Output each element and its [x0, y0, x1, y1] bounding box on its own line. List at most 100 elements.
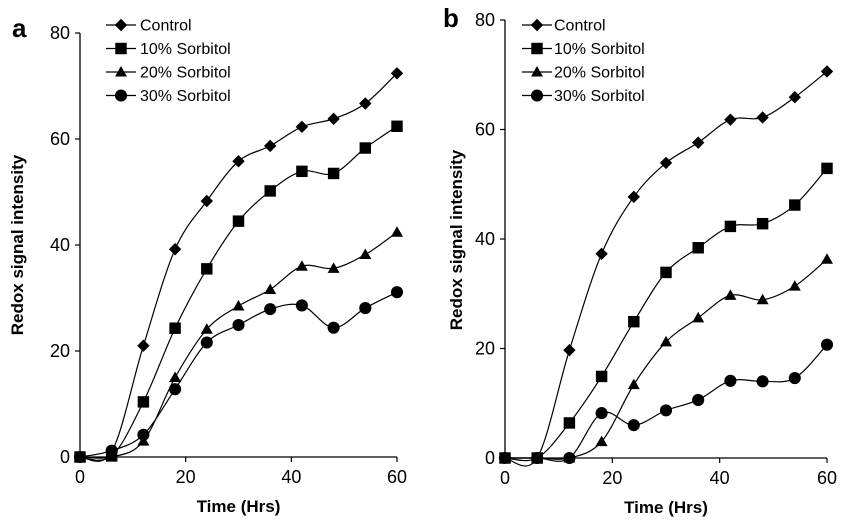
data-point-diamond — [168, 243, 182, 256]
data-point-triangle — [200, 323, 213, 334]
data-point-triangle — [327, 262, 340, 273]
data-point-circle — [232, 318, 245, 332]
data-point-circle — [595, 407, 608, 420]
data-point-square — [327, 167, 340, 180]
legend-entry: 10% Sorbitol — [522, 41, 645, 58]
legend-marker-diamond — [114, 18, 128, 32]
y-tick-label: 60 — [475, 120, 495, 140]
data-point-diamond — [264, 139, 277, 153]
data-point-diamond — [788, 90, 801, 104]
data-point-circle — [692, 393, 705, 407]
data-point-square — [137, 396, 150, 408]
data-point-triangle — [627, 378, 640, 390]
data-point-triangle — [359, 248, 372, 260]
panel-letter: a — [12, 13, 27, 43]
legend-label: Control — [140, 18, 192, 35]
series-line — [79, 231, 398, 459]
legend-label: 20% Sorbitol — [140, 65, 231, 82]
x-tick-label: 20 — [602, 468, 622, 488]
y-tick-label: 60 — [50, 129, 70, 149]
legend-label: 30% Sorbitol — [140, 88, 231, 105]
legend-label: 30% Sorbitol — [554, 88, 645, 105]
data-point-diamond — [390, 67, 404, 80]
data-point-diamond — [295, 120, 309, 134]
series-30-sorbitol — [498, 338, 834, 465]
data-point-square — [692, 242, 704, 254]
data-point-square — [391, 120, 403, 132]
data-point-diamond — [563, 343, 576, 357]
data-point-circle — [105, 444, 118, 457]
data-point-diamond — [359, 97, 372, 110]
x-tick-label: 40 — [710, 468, 730, 488]
data-point-square — [359, 142, 372, 154]
data-point-square — [724, 220, 737, 233]
y-tick-label: 0 — [485, 448, 495, 468]
legend-label: Control — [554, 18, 606, 35]
data-point-diamond — [232, 155, 245, 168]
data-point-diamond — [820, 65, 834, 78]
legend-entry: Control — [522, 18, 606, 35]
data-point-diamond — [724, 113, 737, 126]
series-line — [504, 71, 828, 467]
data-point-diamond — [756, 111, 769, 124]
data-point-diamond — [627, 190, 640, 204]
data-point-square — [563, 417, 576, 429]
x-axis-title: Time (Hrs) — [624, 498, 708, 517]
data-point-triangle — [595, 435, 608, 447]
data-point-circle — [359, 302, 372, 315]
chart-panel-a: a 0 20 40 60 80 0 20 40 60 Time (Hrs) Redox signal … — [8, 13, 407, 516]
data-point-circle — [327, 321, 340, 334]
x-tick-label: 60 — [817, 468, 837, 488]
chart-panel-b: b 0 20 40 60 80 0 20 40 60 Time (Hrs) Redox signal … — [443, 3, 837, 517]
data-point-triangle — [692, 311, 705, 323]
data-point-circle — [627, 419, 640, 432]
y-tick-label: 80 — [475, 10, 495, 30]
legend-marker-circle — [114, 89, 128, 102]
data-point-square — [821, 162, 833, 175]
panel-letter: b — [443, 3, 459, 33]
data-point-triangle — [724, 289, 737, 300]
data-point-circle — [724, 374, 737, 387]
data-point-triangle — [756, 293, 769, 305]
x-tick-label: 40 — [281, 467, 301, 487]
data-point-circle — [820, 338, 834, 351]
legend-marker-circle — [530, 89, 544, 102]
legend-entry: 20% Sorbitol — [106, 65, 231, 82]
series-20-sorbitol — [74, 226, 403, 462]
legend-entry: 10% Sorbitol — [106, 41, 231, 58]
data-point-circle — [73, 450, 87, 464]
legend-marker-triangle — [531, 66, 543, 77]
x-tick-label: 0 — [500, 468, 510, 488]
data-point-triangle — [391, 226, 403, 237]
series-line — [79, 72, 398, 462]
y-tick-label: 0 — [60, 447, 70, 467]
data-point-square — [789, 199, 801, 211]
data-point-diamond — [595, 247, 608, 260]
series-line — [79, 125, 398, 461]
data-point-triangle — [232, 299, 245, 311]
data-point-circle — [264, 303, 277, 316]
legend-marker-diamond — [530, 18, 544, 32]
x-axis-title: Time (Hrs) — [197, 497, 281, 516]
y-tick-label: 20 — [50, 341, 70, 361]
legend-label: 10% Sorbitol — [140, 41, 231, 58]
legend-entry: 30% Sorbitol — [106, 88, 231, 105]
legend-marker-square — [115, 42, 127, 55]
legend-marker-triangle — [115, 66, 127, 77]
legend-entry: 30% Sorbitol — [522, 88, 645, 105]
x-tick-label: 20 — [176, 467, 196, 487]
data-point-circle — [295, 299, 308, 312]
legend-marker-square — [531, 42, 543, 55]
data-point-circle — [659, 404, 673, 417]
data-point-triangle — [295, 260, 308, 271]
data-point-circle — [200, 336, 213, 349]
data-point-square — [595, 370, 608, 383]
y-axis-title: Redox signal intensity — [447, 149, 466, 330]
y-tick-label: 40 — [475, 229, 495, 249]
series-20-sorbitol — [499, 253, 833, 463]
data-point-circle — [531, 451, 544, 465]
data-point-triangle — [264, 283, 277, 295]
y-tick-label: 20 — [475, 339, 495, 359]
series-10-sorbitol — [499, 162, 833, 464]
